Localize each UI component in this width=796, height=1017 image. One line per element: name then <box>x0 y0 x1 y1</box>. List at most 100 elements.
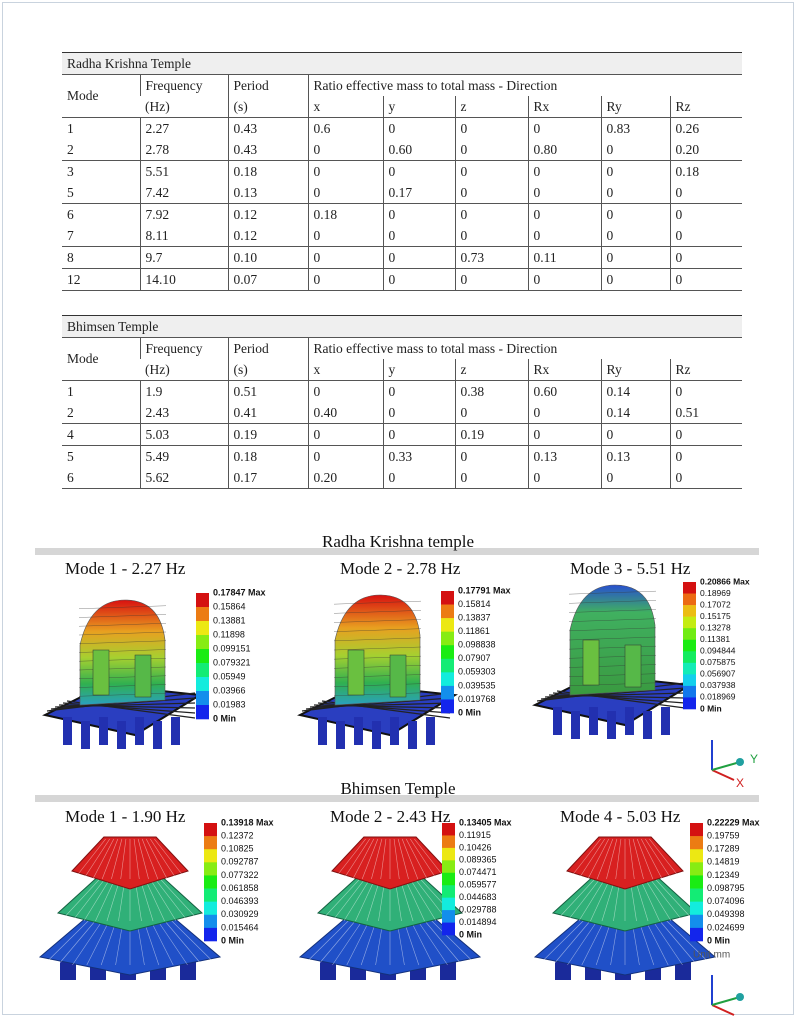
table-cell: 1 <box>62 118 140 140</box>
legend-label: 0.098838 <box>458 640 496 650</box>
legend-swatch <box>442 823 455 836</box>
table-cell: 5 <box>62 182 140 204</box>
table-cell: 0 <box>455 118 528 140</box>
legend-swatch <box>204 889 217 902</box>
header-row: (Hz)(s)xyzRxRyRz <box>62 96 742 118</box>
table-cell: 0.51 <box>228 381 308 403</box>
legend-label: 0.018969 <box>700 692 736 702</box>
table-cell: 0 <box>670 204 742 226</box>
legend-label: 0 Min <box>221 935 244 945</box>
legend-swatch <box>442 848 455 861</box>
table-cell: 0 <box>383 204 455 226</box>
table-cell: 0.18 <box>228 161 308 183</box>
header-cell: Rz <box>670 359 742 381</box>
legend-label: 0.046393 <box>221 896 259 906</box>
legend-swatch <box>683 663 696 675</box>
model-post <box>135 717 144 745</box>
legend-label: 0.07907 <box>458 653 491 663</box>
legend-swatch <box>442 923 455 936</box>
legend-label: 0.092787 <box>221 857 259 867</box>
header-cell: (s) <box>228 96 308 118</box>
legend-swatch <box>683 697 696 709</box>
legend-label: 0.13278 <box>700 622 731 632</box>
table-cell: 0.18 <box>308 204 383 226</box>
header-cell: x <box>308 359 383 381</box>
legend-swatch <box>442 860 455 873</box>
legend-label: 0 Min <box>707 935 730 945</box>
legend-swatch <box>196 677 209 691</box>
model-post <box>390 717 399 745</box>
header-cell: Ratio effective mass to total mass - Dir… <box>308 338 742 360</box>
legend-swatch <box>690 849 703 862</box>
table-cell: 0 <box>383 247 455 269</box>
table-cell: 0 <box>601 204 670 226</box>
table-cell: 8.11 <box>140 225 228 247</box>
table-cell: 0 <box>383 118 455 140</box>
legend-label: 0.019768 <box>458 694 496 704</box>
title-row: Radha Krishna Temple <box>62 53 742 75</box>
legend-label: 0.089365 <box>459 855 497 865</box>
table-cell: 0 <box>670 467 742 489</box>
legend-swatch <box>204 862 217 875</box>
legend-label: 0.098795 <box>707 883 745 893</box>
legend-swatch <box>683 617 696 629</box>
legend-label: 0.13405 Max <box>459 817 512 827</box>
table-cell: 5.51 <box>140 161 228 183</box>
legend-label: 0.13881 <box>213 615 246 625</box>
table-cell: 0.43 <box>228 139 308 161</box>
legend-label: 0.024699 <box>707 922 745 932</box>
legend-swatch <box>690 902 703 915</box>
model-post <box>63 717 72 745</box>
legend-swatch <box>196 593 209 607</box>
legend-swatch <box>196 705 209 719</box>
fe-model <box>300 595 455 749</box>
legend-swatch <box>683 651 696 663</box>
axis-label: Y <box>750 752 758 766</box>
table-cell: 0.14 <box>601 402 670 424</box>
legend-swatch <box>690 875 703 888</box>
legend-label: 0 Min <box>700 703 722 713</box>
legend-label: 0.094844 <box>700 646 736 656</box>
legend-swatch <box>204 849 217 862</box>
model-wing <box>93 650 109 695</box>
table-cell: 0.11 <box>528 247 601 269</box>
header-row: ModeFrequencyPeriodRatio effective mass … <box>62 338 742 360</box>
header-cell: (Hz) <box>140 359 228 381</box>
header-cell: Rz <box>670 96 742 118</box>
model-post <box>318 717 327 745</box>
table-cell: 0 <box>455 139 528 161</box>
table-cell: 0.19 <box>228 424 308 446</box>
legend-swatch <box>442 835 455 848</box>
header-row: (Hz)(s)xyzRxRyRz <box>62 359 742 381</box>
table-cell: 0 <box>528 467 601 489</box>
table-cell: 0 <box>528 424 601 446</box>
legend-label: 0.20866 Max <box>700 576 750 586</box>
table-cell: 0 <box>383 225 455 247</box>
legend-label: 0.17072 <box>700 599 731 609</box>
table-cell: 0.26 <box>670 118 742 140</box>
header-row: ModeFrequencyPeriodRatio effective mass … <box>62 75 742 97</box>
table-cell: 14.10 <box>140 269 228 291</box>
axis-y <box>712 997 740 1005</box>
legend-swatch <box>690 889 703 902</box>
table-cell: 0.17 <box>228 467 308 489</box>
section-title: Radha Krishna temple <box>322 532 474 551</box>
model-post <box>81 721 90 749</box>
table-cell: 0.43 <box>228 118 308 140</box>
table-cell: 0.60 <box>383 139 455 161</box>
model-post <box>117 721 126 749</box>
legend-swatch <box>442 910 455 923</box>
table-cell: 2 <box>62 402 140 424</box>
header-cell: Frequency <box>140 75 228 97</box>
section-title: Bhimsen Temple <box>340 779 455 798</box>
table-cell: 0 <box>308 269 383 291</box>
model-post <box>589 707 598 735</box>
table-cell: 0 <box>670 225 742 247</box>
header-cell: z <box>455 96 528 118</box>
legend-swatch <box>441 591 454 605</box>
table-cell: 0 <box>670 381 742 403</box>
legend-label: 0.11915 <box>459 830 491 840</box>
